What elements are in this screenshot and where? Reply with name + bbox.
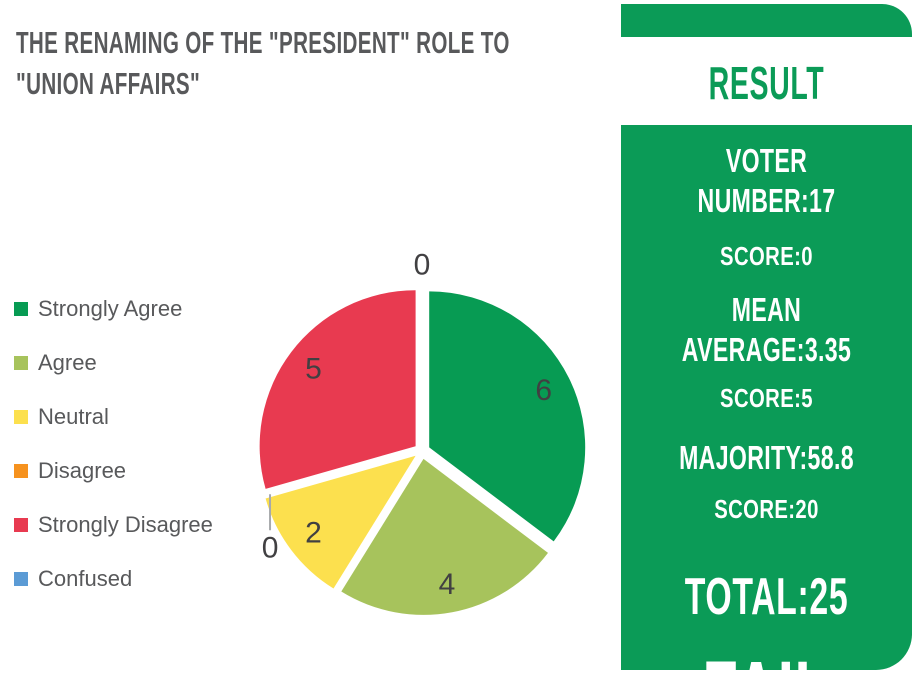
legend-label: Agree bbox=[38, 350, 97, 375]
result-title: RESULT bbox=[708, 57, 825, 109]
legend-item-strongly-disagree: Strongly Disagree bbox=[14, 513, 213, 537]
pie-slice-agree bbox=[341, 458, 548, 615]
legend-swatch-icon bbox=[14, 518, 28, 532]
stats-list: VOTER NUMBER:17 SCORE:0 MEAN AVERAGE:3.35 S… bbox=[621, 125, 912, 525]
legend-item-strongly-agree: Strongly Agree bbox=[14, 297, 213, 321]
stat-row: SCORE:0 bbox=[720, 241, 813, 271]
legend-swatch-icon bbox=[14, 410, 28, 424]
zero-value-label-confused: 0 bbox=[414, 249, 431, 282]
legend-label: Neutral bbox=[38, 404, 109, 429]
legend-label: Strongly Disagree bbox=[38, 512, 213, 537]
stat-row: VOTER NUMBER:17 bbox=[697, 142, 836, 219]
chart-legend: Strongly Agree Agree Neutral Disagree Strong… bbox=[14, 297, 213, 621]
legend-swatch-icon bbox=[14, 464, 28, 478]
slice-value-label-agree: 4 bbox=[439, 568, 456, 601]
stat-row: SCORE:20 bbox=[714, 494, 819, 524]
legend-item-agree: Agree bbox=[14, 351, 213, 375]
pie-slice-strongly-agree bbox=[429, 291, 586, 542]
legend-swatch-icon bbox=[14, 356, 28, 370]
legend-label: Strongly Agree bbox=[38, 296, 183, 321]
legend-item-neutral: Neutral bbox=[14, 405, 213, 429]
slice-value-label-strongly-disagree: 5 bbox=[305, 353, 322, 386]
result-panel: VOTER NUMBER:17 SCORE:0 MEAN AVERAGE:3.35 S… bbox=[621, 125, 912, 676]
zero-value-label-disagree: 0 bbox=[262, 532, 279, 565]
pie-slice-neutral bbox=[265, 455, 416, 589]
slice-value-label-strongly-agree: 6 bbox=[535, 374, 552, 407]
slice-value-label-neutral: 2 bbox=[305, 516, 322, 549]
total-row: TOTAL:25 bbox=[684, 568, 849, 626]
legend-label: Disagree bbox=[38, 458, 127, 483]
legend-item-confused: Confused bbox=[14, 567, 213, 591]
verdict-text: FAIL bbox=[678, 640, 856, 676]
legend-swatch-icon bbox=[14, 572, 28, 586]
legend-item-disagree: Disagree bbox=[14, 459, 213, 483]
stat-row: SCORE:5 bbox=[720, 383, 813, 413]
pie-slice-strongly-disagree bbox=[259, 290, 416, 489]
stat-row: MEAN AVERAGE:3.35 bbox=[681, 291, 852, 368]
page-title: THE RENAMING OF THE "PRESIDENT" ROLE TO … bbox=[16, 25, 510, 101]
stat-row: MAJORITY:58.8 bbox=[679, 439, 854, 476]
result-header-bar bbox=[621, 4, 912, 37]
legend-swatch-icon bbox=[14, 302, 28, 316]
legend-label: Confused bbox=[38, 566, 133, 591]
